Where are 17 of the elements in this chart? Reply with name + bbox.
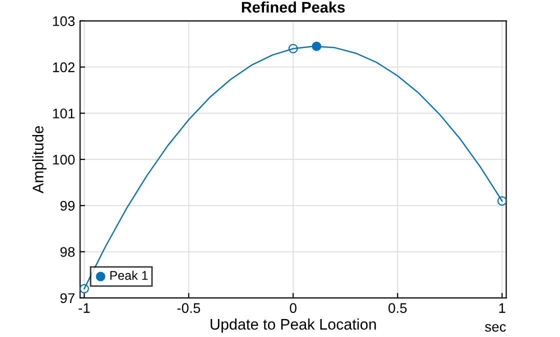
y-tick-label: 100	[53, 154, 75, 165]
x-tick-label: -1	[78, 303, 90, 313]
y-tick-label: 103	[53, 16, 75, 26]
text: sec	[485, 324, 506, 332]
legend-label: Peak 1	[110, 270, 148, 280]
y-tick-label: 101	[53, 108, 75, 118]
x-axis-title: Update to Peak Location	[210, 318, 376, 333]
y-tick-label: 98	[60, 247, 75, 257]
x-tick-label: 0.5	[388, 303, 407, 313]
chart-title: Refined Peaks	[242, 1, 345, 13]
y-tick-label: 99	[60, 200, 75, 211]
y-axis-title: Amplitude	[32, 126, 46, 194]
y-tick-label: 97	[60, 293, 75, 304]
x-tick-label: 1	[499, 303, 506, 313]
y-tick-label: 102	[53, 62, 75, 72]
x-tick-label: 0	[290, 303, 296, 313]
x-tick-label: -0.5	[177, 303, 200, 313]
